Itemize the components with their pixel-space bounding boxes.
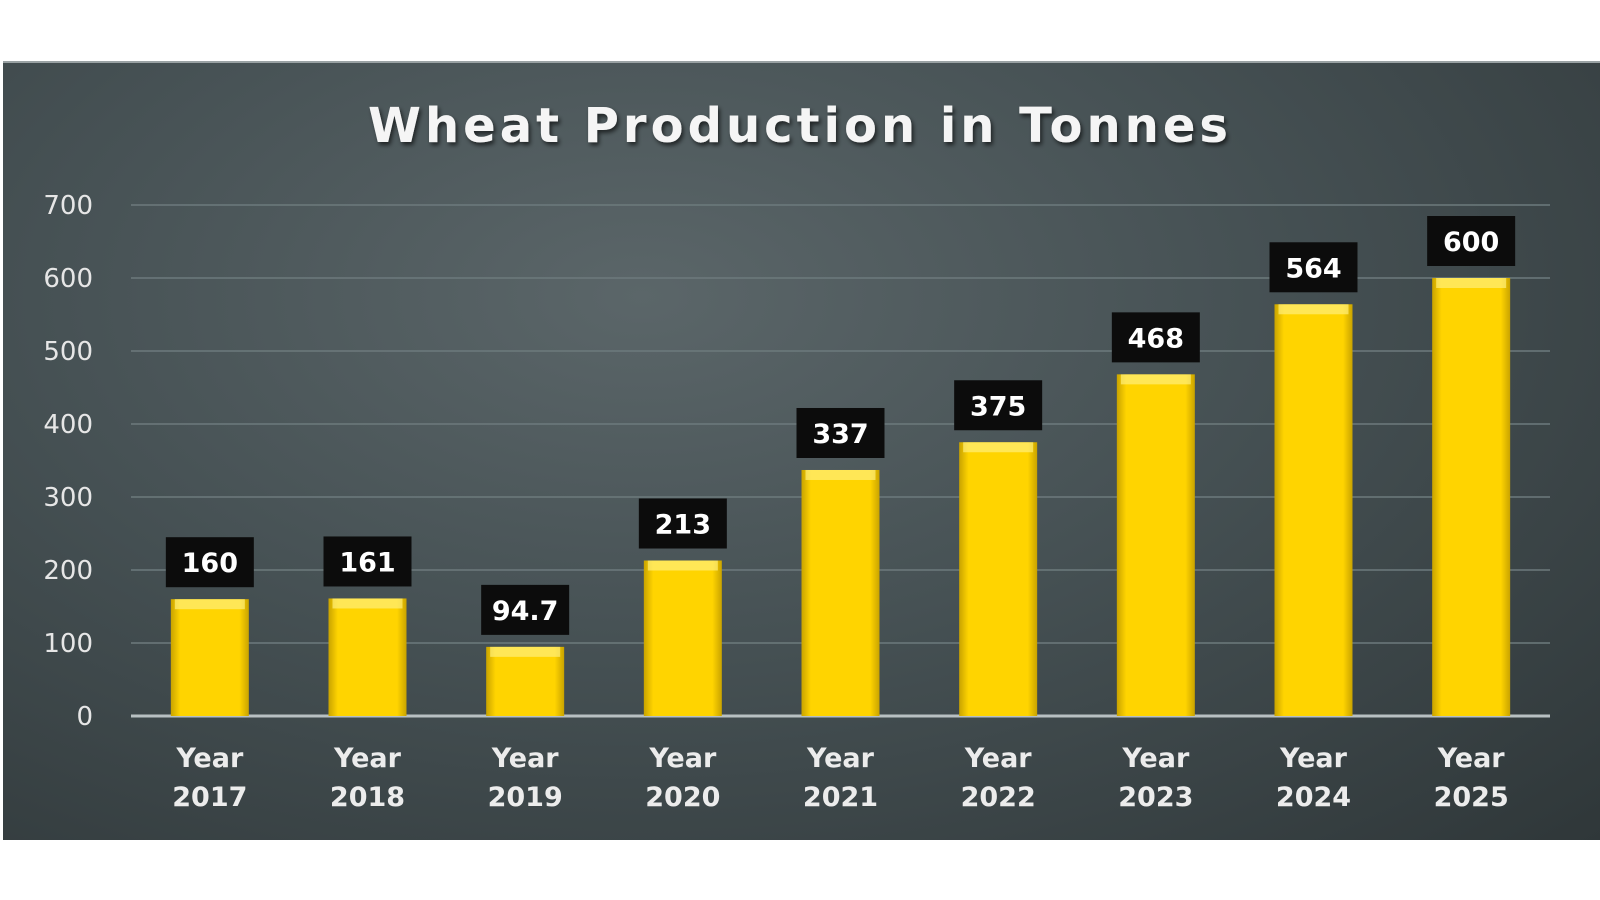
data-label: 468 [1128,323,1184,354]
bar [643,560,722,716]
y-tick-label: 300 [43,483,93,513]
bar-highlight [1120,374,1191,385]
data-label-box [796,407,885,458]
x-tick-label-line1: Year [964,743,1033,774]
chart-title: Wheat Production in Tonnes [368,98,1232,154]
x-tick-label-line1: Year [1437,743,1506,774]
x-tick-label-line2: 2023 [1118,782,1193,813]
x-tick-label-line1: Year [1121,743,1190,774]
x-tick-label-line1: Year [1279,743,1348,774]
x-tick-label-line1: Year [491,743,560,774]
data-label: 600 [1443,227,1499,258]
data-label-box [481,584,570,635]
bar [801,469,880,716]
data-label: 375 [970,391,1026,422]
data-label-box [1269,242,1358,293]
bar-highlight [490,646,561,657]
y-tick-label: 600 [43,264,93,294]
x-tick-label-line2: 2020 [645,782,720,813]
data-label: 160 [182,548,238,579]
bar [1274,304,1353,716]
bar-highlight [332,598,403,609]
x-tick-label-line2: 2018 [330,782,405,813]
bar [486,646,565,716]
bar-highlight [647,560,718,571]
bar [1116,374,1195,716]
data-label-box [1111,312,1200,363]
data-label-box [954,380,1043,431]
bar [170,599,249,716]
x-tick-label-line1: Year [648,743,717,774]
data-label-box [1427,216,1516,266]
x-tick-label-line1: Year [333,743,402,774]
y-tick-label: 500 [43,337,93,367]
y-tick-label: 0 [76,702,93,732]
bar-highlight [805,469,876,480]
x-tick-label-line2: 2024 [1276,782,1351,813]
y-tick-label: 100 [43,629,93,659]
x-tick-label-line2: 2025 [1434,782,1509,813]
bar [1432,278,1511,716]
data-label: 337 [812,419,868,450]
data-label: 161 [339,547,395,578]
bar-highlight [963,442,1034,453]
data-label: 94.7 [492,596,559,627]
x-tick-label-line2: 2022 [961,782,1036,813]
x-tick-label-line2: 2021 [803,782,878,813]
bar [328,598,407,716]
data-label-box [638,498,727,549]
bar-highlight [174,599,245,610]
data-label: 213 [655,510,711,541]
bar-highlight [1436,278,1507,288]
x-tick-label-line1: Year [806,743,875,774]
x-tick-label-line2: 2017 [172,782,247,813]
y-tick-label: 200 [43,556,93,586]
x-tick-label-line1: Year [175,743,244,774]
bar [959,442,1038,716]
y-tick-label: 700 [43,191,93,221]
bar-highlight [1278,304,1349,315]
y-tick-label: 400 [43,410,93,440]
x-tick-label-line2: 2019 [488,782,563,813]
data-label-box [323,536,412,587]
data-label: 564 [1285,253,1341,284]
data-label-box [165,537,254,588]
